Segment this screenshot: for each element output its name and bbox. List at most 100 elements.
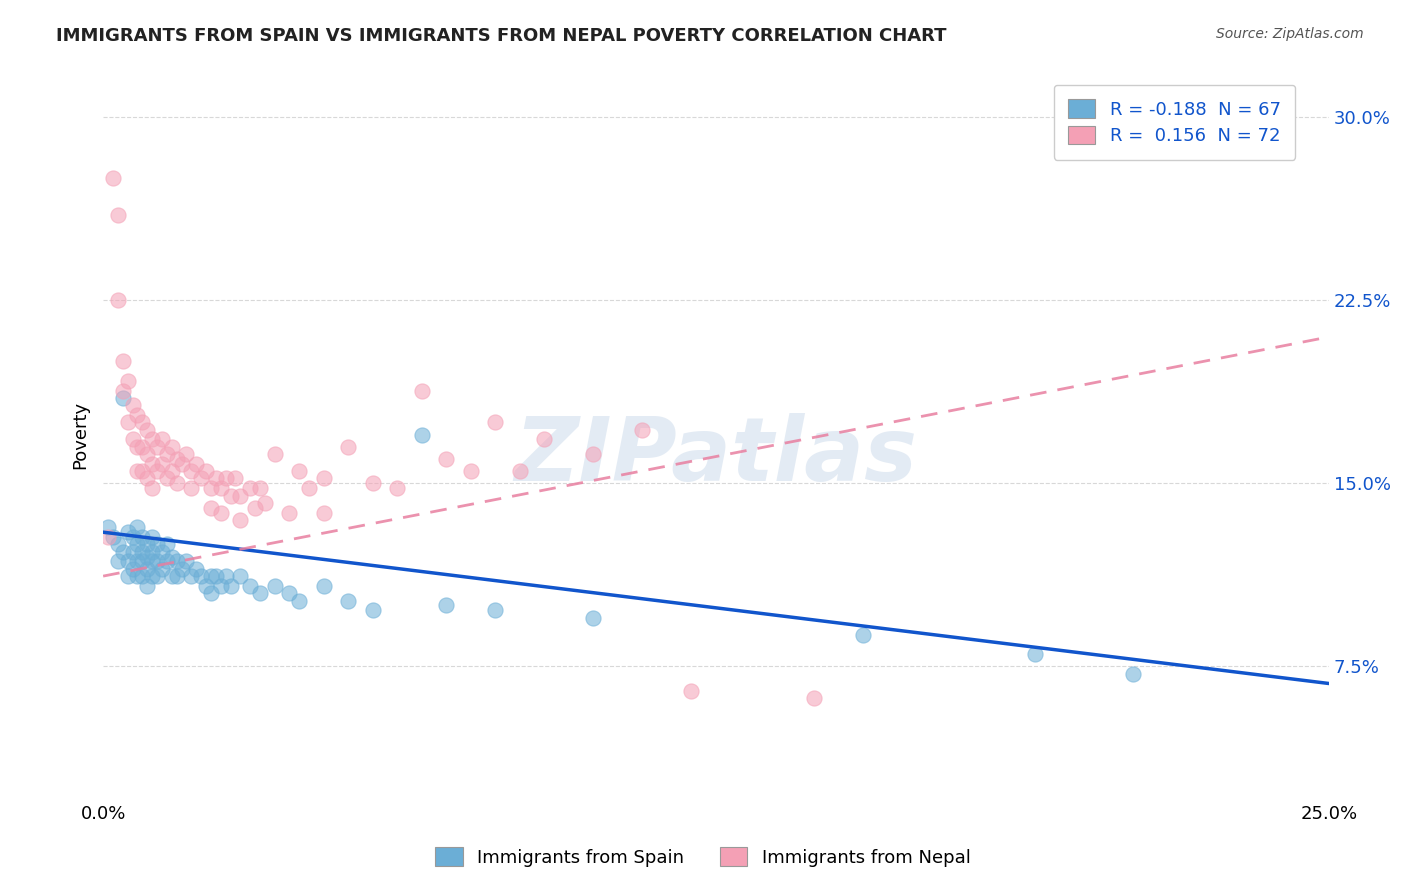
Point xyxy=(121,530,143,544)
Point xyxy=(150,433,173,447)
Point xyxy=(131,440,153,454)
Point xyxy=(170,457,193,471)
Point xyxy=(156,554,179,568)
Point xyxy=(121,562,143,576)
Point xyxy=(288,464,311,478)
Point xyxy=(176,554,198,568)
Point xyxy=(219,579,242,593)
Point xyxy=(1122,666,1144,681)
Point xyxy=(229,489,252,503)
Point xyxy=(278,506,301,520)
Point xyxy=(803,691,825,706)
Point xyxy=(166,554,188,568)
Point xyxy=(127,464,149,478)
Point xyxy=(141,569,163,583)
Point xyxy=(160,464,183,478)
Point xyxy=(127,554,149,568)
Point xyxy=(484,603,506,617)
Point xyxy=(387,481,409,495)
Point xyxy=(127,520,149,534)
Point xyxy=(141,457,163,471)
Point xyxy=(631,423,654,437)
Point xyxy=(117,525,139,540)
Point xyxy=(117,569,139,583)
Point xyxy=(150,545,173,559)
Point xyxy=(312,471,335,485)
Point xyxy=(434,599,457,613)
Point xyxy=(484,416,506,430)
Point xyxy=(312,579,335,593)
Point xyxy=(209,506,232,520)
Point xyxy=(1024,647,1046,661)
Text: Source: ZipAtlas.com: Source: ZipAtlas.com xyxy=(1216,27,1364,41)
Point xyxy=(361,476,384,491)
Point xyxy=(136,471,159,485)
Point xyxy=(141,481,163,495)
Y-axis label: Poverty: Poverty xyxy=(72,401,89,468)
Point xyxy=(195,579,218,593)
Point xyxy=(166,476,188,491)
Point xyxy=(131,554,153,568)
Point xyxy=(156,471,179,485)
Point xyxy=(156,447,179,461)
Legend: Immigrants from Spain, Immigrants from Nepal: Immigrants from Spain, Immigrants from N… xyxy=(429,840,977,874)
Point xyxy=(298,481,321,495)
Point xyxy=(509,464,531,478)
Point xyxy=(141,530,163,544)
Point xyxy=(411,427,433,442)
Text: IMMIGRANTS FROM SPAIN VS IMMIGRANTS FROM NEPAL POVERTY CORRELATION CHART: IMMIGRANTS FROM SPAIN VS IMMIGRANTS FROM… xyxy=(56,27,946,45)
Point xyxy=(131,569,153,583)
Point xyxy=(146,537,169,551)
Point xyxy=(229,513,252,527)
Point xyxy=(136,423,159,437)
Point xyxy=(146,569,169,583)
Point xyxy=(97,520,120,534)
Point xyxy=(156,537,179,551)
Point xyxy=(117,374,139,388)
Point xyxy=(170,562,193,576)
Point xyxy=(219,489,242,503)
Point xyxy=(107,537,129,551)
Point xyxy=(239,579,262,593)
Point xyxy=(117,416,139,430)
Point xyxy=(107,554,129,568)
Point xyxy=(121,433,143,447)
Point xyxy=(195,464,218,478)
Point xyxy=(166,452,188,467)
Point xyxy=(186,457,208,471)
Point xyxy=(200,481,222,495)
Point xyxy=(209,481,232,495)
Point xyxy=(117,554,139,568)
Point xyxy=(229,569,252,583)
Point xyxy=(101,171,124,186)
Point xyxy=(111,545,134,559)
Point xyxy=(136,579,159,593)
Point xyxy=(361,603,384,617)
Point xyxy=(136,447,159,461)
Point xyxy=(97,530,120,544)
Point xyxy=(852,628,875,642)
Point xyxy=(141,433,163,447)
Legend: R = -0.188  N = 67, R =  0.156  N = 72: R = -0.188 N = 67, R = 0.156 N = 72 xyxy=(1054,85,1295,160)
Point xyxy=(243,500,266,515)
Point xyxy=(111,384,134,398)
Point xyxy=(180,464,202,478)
Point xyxy=(141,545,163,559)
Point xyxy=(200,500,222,515)
Point xyxy=(288,593,311,607)
Point xyxy=(111,391,134,405)
Point xyxy=(121,545,143,559)
Point xyxy=(239,481,262,495)
Point xyxy=(107,208,129,222)
Point xyxy=(121,398,143,412)
Point xyxy=(136,537,159,551)
Point xyxy=(180,481,202,495)
Point xyxy=(127,408,149,422)
Point xyxy=(176,447,198,461)
Point xyxy=(131,545,153,559)
Point xyxy=(312,506,335,520)
Point xyxy=(127,537,149,551)
Point xyxy=(278,586,301,600)
Point xyxy=(460,464,482,478)
Point xyxy=(180,569,202,583)
